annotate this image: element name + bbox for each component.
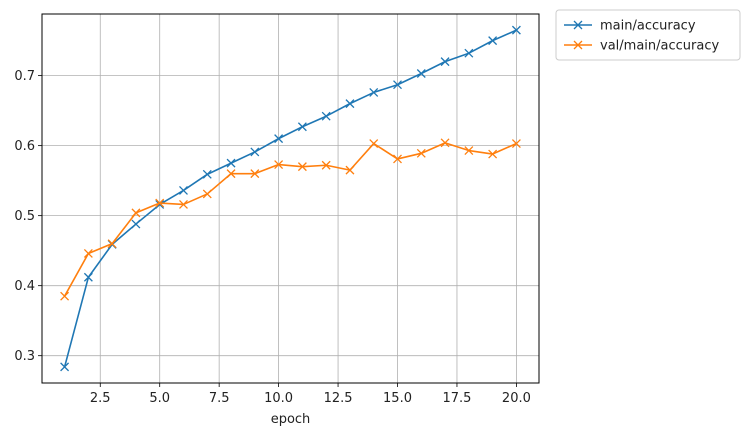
ticks: 2.5 5.0 7.5 10.0 12.5 15.0 17.5 20.0 0.3 0.4 0.5 0.… <box>14 69 531 406</box>
data-point-marker <box>297 162 307 172</box>
x-tick-label: 2.5 <box>90 391 111 406</box>
data-point-marker <box>511 139 521 148</box>
data-point-marker <box>179 199 188 209</box>
x-tick-label: 20.0 <box>502 391 531 406</box>
data-point-marker <box>83 272 93 282</box>
data-point-marker <box>131 208 141 218</box>
data-point-marker <box>464 48 474 58</box>
data-point-marker <box>226 158 236 168</box>
data-point-marker <box>440 57 450 67</box>
data-point-marker <box>226 169 236 179</box>
data-point-marker <box>297 122 307 132</box>
x-tick-label: 17.5 <box>442 391 471 406</box>
data-point-marker <box>488 36 498 46</box>
legend: main/accuracy val/main/accuracy <box>555 9 741 61</box>
legend-label: main/accuracy <box>600 19 696 34</box>
data-point-marker <box>416 69 426 78</box>
legend-swatch-marker <box>573 20 583 30</box>
data-point-marker <box>107 239 117 249</box>
data-point-marker <box>440 138 450 148</box>
x-axis-title: epoch <box>271 412 311 427</box>
y-tick-label: 0.4 <box>14 279 35 294</box>
data-point-marker <box>321 111 331 121</box>
data-point-marker <box>511 25 521 35</box>
data-point-marker <box>488 149 498 159</box>
data-point-marker <box>83 249 93 258</box>
data-point-marker <box>60 362 70 372</box>
x-tick-label: 12.5 <box>324 391 353 406</box>
data-point-marker <box>202 169 212 179</box>
data-point-marker <box>155 199 165 209</box>
data-point-marker <box>393 154 402 164</box>
plot-frame <box>41 13 540 384</box>
x-tick-label: 7.5 <box>209 391 230 406</box>
data-point-marker <box>416 148 426 158</box>
y-tick-label: 0.6 <box>14 139 35 154</box>
data-point-marker <box>250 169 260 179</box>
x-tick-label: 10.0 <box>264 391 293 406</box>
y-tick-label: 0.3 <box>14 349 35 364</box>
data-point-marker <box>274 134 284 144</box>
data-point-marker <box>369 139 379 148</box>
data-point-marker <box>131 219 141 229</box>
data-point-marker <box>155 198 165 208</box>
legend-label: val/main/accuracy <box>600 39 719 54</box>
data-point-marker <box>250 147 260 157</box>
series-layer <box>60 25 521 372</box>
x-tick-label: 15.0 <box>383 391 412 406</box>
data-point-marker <box>345 99 355 109</box>
data-point-marker <box>369 87 379 97</box>
data-point-marker <box>345 165 355 175</box>
y-tick-label: 0.5 <box>14 209 35 224</box>
legend-box <box>555 9 741 61</box>
x-tick-label: 5.0 <box>149 391 170 406</box>
data-point-marker <box>393 80 402 90</box>
data-point-marker <box>202 189 212 199</box>
data-point-marker <box>274 160 284 170</box>
data-point-marker <box>60 291 70 301</box>
legend-swatch-marker <box>573 40 583 50</box>
data-point-marker <box>321 160 331 170</box>
series-line <box>63 29 517 368</box>
series-line <box>63 142 517 297</box>
grid <box>42 14 539 383</box>
y-tick-label: 0.7 <box>14 69 35 84</box>
data-point-marker <box>179 185 188 195</box>
data-point-marker <box>464 146 474 155</box>
